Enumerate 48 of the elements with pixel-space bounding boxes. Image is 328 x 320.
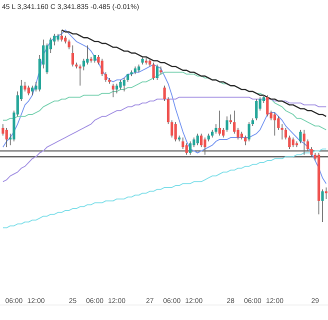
candlestick — [196, 133, 199, 146]
candlestick — [71, 44, 74, 67]
candlestick — [152, 62, 155, 80]
candlestick — [200, 133, 203, 148]
candlestick — [174, 122, 177, 142]
candlestick — [248, 122, 250, 142]
candlestick — [280, 124, 284, 140]
candlestick — [122, 78, 126, 92]
candlestick — [78, 64, 82, 86]
candlestick — [82, 58, 86, 71]
candlestick — [68, 39, 70, 50]
candlestick — [284, 128, 288, 140]
candlestick — [119, 80, 122, 90]
candlestick — [204, 137, 206, 156]
candlestick — [100, 58, 104, 76]
candlestick — [31, 85, 34, 96]
candlestick — [306, 139, 310, 152]
candlestick — [24, 81, 26, 92]
candlestick — [5, 128, 8, 148]
candlestick — [321, 188, 324, 222]
candlestick — [273, 112, 276, 136]
candlestick — [185, 142, 188, 156]
candlestick — [214, 124, 218, 134]
candlestick — [170, 120, 174, 138]
candlestick — [116, 83, 118, 94]
candlestick — [218, 110, 221, 136]
candlestick — [266, 94, 269, 117]
candlestick — [229, 114, 232, 124]
candlestick — [2, 124, 4, 136]
candlestick — [27, 85, 30, 96]
candlestick — [182, 137, 184, 150]
candlestick — [244, 135, 247, 146]
candlestick — [302, 129, 306, 156]
candlestick — [166, 96, 170, 124]
candlestick — [255, 98, 258, 121]
candlestick — [188, 140, 192, 156]
candlestick — [104, 72, 108, 82]
candlestick — [163, 85, 166, 102]
candlestick — [226, 116, 228, 132]
candlestick — [53, 33, 56, 46]
candlestick — [292, 137, 294, 148]
candlestick — [233, 110, 236, 134]
candlestick — [310, 146, 313, 158]
candlestick — [112, 83, 114, 98]
candlestick — [277, 116, 280, 130]
candlestick — [288, 135, 291, 150]
candlestick — [222, 128, 225, 138]
candlestick — [156, 64, 159, 80]
